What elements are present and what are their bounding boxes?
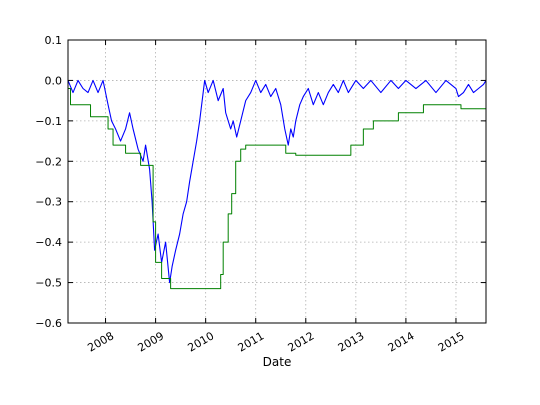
y-tick-label: −0.1: [35, 115, 62, 128]
y-tick-label: 0.0: [45, 74, 63, 87]
y-tick-label: −0.5: [35, 277, 62, 290]
x-axis-label: Date: [263, 355, 292, 369]
y-tick-label: −0.2: [35, 155, 62, 168]
series-line-1: [67, 79, 487, 284]
y-tick-label: −0.3: [35, 196, 62, 209]
y-tick-label: −0.4: [35, 236, 62, 249]
y-tick-label: 0.1: [45, 34, 63, 47]
plot-frame: [67, 39, 487, 324]
series-layer: [67, 79, 487, 290]
y-tick-label: −0.6: [35, 317, 62, 330]
series-line-2: [68, 88, 486, 290]
